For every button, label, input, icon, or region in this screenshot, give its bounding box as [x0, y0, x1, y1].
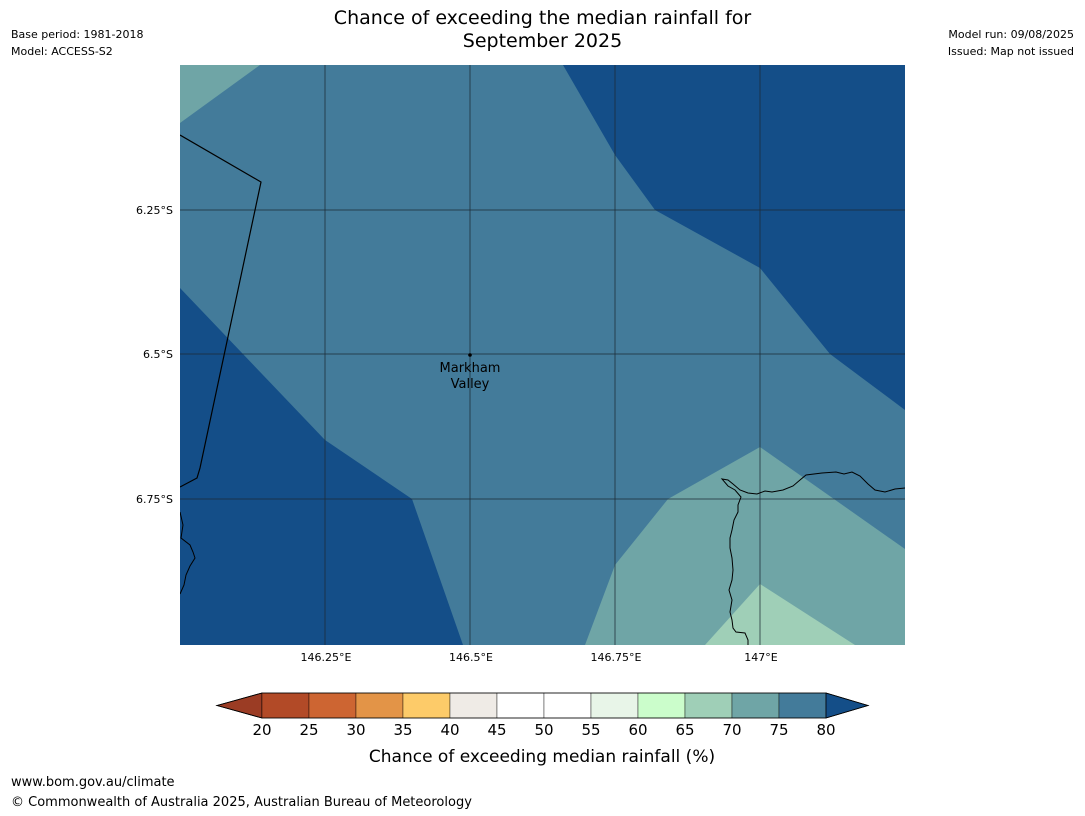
footer-copyright: © Commonwealth of Australia 2025, Austra… [11, 795, 472, 810]
colorbar-outline [215, 692, 870, 719]
colorbar-segment [355, 692, 404, 719]
model-info: Base period: 1981-2018 Model: ACCESS-S2 [11, 26, 143, 60]
coastline-east [720, 471, 905, 645]
lat-tick-label: 6.75°S [136, 493, 173, 506]
lon-tick-label: 146.75°E [591, 651, 642, 664]
graticule [180, 65, 905, 645]
colorbar-segment [731, 692, 780, 719]
colorbar-tick-label: 55 [581, 721, 600, 739]
issued-text: Issued: Map not issued [947, 45, 1074, 58]
colorbar-tick-label: 40 [440, 721, 459, 739]
colorbar-tick-label: 75 [769, 721, 788, 739]
colorbar-segment [496, 692, 545, 719]
footer-url: www.bom.gov.au/climate [11, 775, 175, 790]
colorbar-tick-label: 25 [299, 721, 318, 739]
colorbar-segment [308, 692, 357, 719]
probability-band-65-70-southeast [585, 447, 905, 645]
lon-tick-label: 146.25°E [301, 651, 352, 664]
colorbar-label: Chance of exceeding median rainfall (%) [369, 747, 715, 767]
place-label-line-2: Valley [451, 377, 490, 392]
province-boundary [180, 134, 262, 488]
colorbar-segment [637, 692, 686, 719]
colorbar-segment [543, 692, 592, 719]
colorbar-segment [402, 692, 451, 719]
place-label-line-1: Markham [440, 361, 501, 376]
colorbar: 20 25 30 35 40 45 50 55 60 65 70 75 80 [215, 692, 870, 739]
run-info: Model run: 09/08/2025 Issued: Map not is… [948, 26, 1074, 60]
colorbar-tick-label: 70 [722, 721, 741, 739]
colorbar-tick-label: 80 [816, 721, 835, 739]
model-name-text: Model: ACCESS-S2 [11, 45, 113, 58]
lat-tick-label: 6.5°S [143, 348, 173, 361]
colorbar-segment [684, 692, 733, 719]
lon-tick-label: 146.5°E [449, 651, 493, 664]
colorbar-tick-label: 50 [534, 721, 553, 739]
colorbar-segment [778, 692, 827, 719]
map-title: Chance of exceeding the median rainfall … [0, 7, 1085, 53]
colorbar-segment [261, 692, 310, 719]
coastline-west [180, 511, 196, 595]
model-run-text: Model run: 09/08/2025 [948, 28, 1074, 41]
place-marker [468, 353, 472, 357]
colorbar-tick-label: 30 [346, 721, 365, 739]
probability-band-75-80-southwest [180, 288, 463, 645]
lon-tick-label: 147°E [744, 651, 777, 664]
colorbar-extend-high [825, 692, 870, 719]
lat-tick-label: 6.25°S [136, 204, 173, 217]
map-title-line-1: Chance of exceeding the median rainfall … [333, 7, 752, 29]
probability-band-75-80-northeast [563, 65, 905, 410]
probability-band-60-65-southeast [705, 584, 855, 645]
colorbar-tick-label: 45 [487, 721, 506, 739]
colorbar-tick-label: 60 [628, 721, 647, 739]
map-title-line-2: September 2025 [462, 30, 623, 52]
colorbar-tick-label: 65 [675, 721, 694, 739]
colorbar-extend-low [215, 692, 263, 719]
base-period-text: Base period: 1981-2018 [11, 28, 144, 41]
colorbar-segment [590, 692, 639, 719]
colorbar-tick-label: 20 [252, 721, 271, 739]
probability-band-65-70-northwest [180, 65, 260, 123]
colorbar-tick-label: 35 [393, 721, 412, 739]
colorbar-segment [449, 692, 498, 719]
map-panel: Markham Valley [180, 65, 905, 645]
